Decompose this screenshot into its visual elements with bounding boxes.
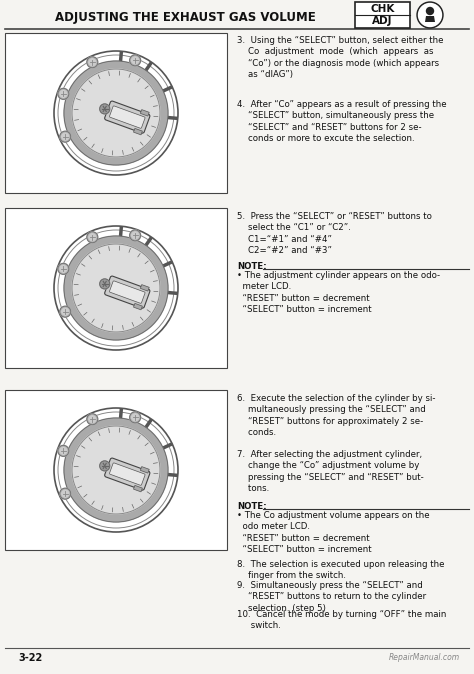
Bar (140, 466, 149, 473)
FancyBboxPatch shape (109, 106, 145, 128)
Text: 8.  The selection is executed upon releasing the
    finger from the switch.: 8. The selection is executed upon releas… (237, 560, 445, 580)
Bar (5, 208, 227, 368)
Circle shape (58, 88, 69, 99)
Text: • The Co adjustment volume appears on the
  odo meter LCD.
  “RESET” button = de: • The Co adjustment volume appears on th… (237, 511, 429, 554)
Circle shape (72, 244, 160, 332)
FancyBboxPatch shape (105, 276, 150, 308)
Bar (5, 390, 227, 550)
Bar (5, 33, 227, 193)
Text: ADJUSTING THE EXHAUST GAS VOLUME: ADJUSTING THE EXHAUST GAS VOLUME (55, 11, 315, 24)
Circle shape (130, 55, 141, 66)
Circle shape (60, 488, 71, 499)
Circle shape (87, 57, 98, 68)
Text: NOTE:: NOTE: (237, 502, 266, 511)
Circle shape (89, 234, 96, 241)
Circle shape (87, 414, 98, 425)
Circle shape (60, 306, 71, 317)
Bar (134, 485, 142, 492)
Text: 3.  Using the “SELECT” button, select either the
    Co  adjustment  mode  (whic: 3. Using the “SELECT” button, select eit… (237, 36, 444, 80)
Circle shape (417, 2, 443, 28)
Text: 3-22: 3-22 (18, 653, 42, 663)
Circle shape (72, 69, 160, 157)
Circle shape (130, 230, 141, 241)
Circle shape (60, 266, 67, 272)
Text: CHK: CHK (370, 3, 395, 13)
Polygon shape (425, 16, 435, 22)
Bar (140, 284, 149, 291)
Text: 4.  After “Co” appears as a result of pressing the
    “SELECT” button, simultan: 4. After “Co” appears as a result of pre… (237, 100, 447, 144)
Circle shape (72, 426, 160, 514)
Circle shape (132, 57, 139, 64)
Bar (134, 303, 142, 310)
FancyBboxPatch shape (105, 458, 150, 490)
FancyBboxPatch shape (109, 463, 145, 485)
Circle shape (58, 446, 69, 456)
Circle shape (64, 418, 168, 522)
Circle shape (62, 490, 69, 497)
Circle shape (58, 264, 69, 274)
Text: NOTE:: NOTE: (237, 262, 266, 271)
Circle shape (62, 308, 69, 315)
Circle shape (60, 448, 67, 454)
Bar (140, 110, 149, 116)
Circle shape (100, 279, 109, 289)
Circle shape (132, 232, 139, 239)
Circle shape (89, 416, 96, 423)
Circle shape (427, 7, 434, 15)
Circle shape (64, 236, 168, 340)
Text: 5.  Press the “SELECT” or “RESET” buttons to
    select the “C1” or “C2”.
    C1: 5. Press the “SELECT” or “RESET” buttons… (237, 212, 432, 255)
Text: ADJ: ADJ (372, 16, 393, 26)
Text: • The adjustment cylinder appears on the odo-
  meter LCD.
  “RESET” button = de: • The adjustment cylinder appears on the… (237, 271, 440, 314)
Text: 6.  Execute the selection of the cylinder by si-
    multaneously pressing the “: 6. Execute the selection of the cylinder… (237, 394, 436, 437)
Circle shape (89, 59, 96, 66)
FancyBboxPatch shape (109, 281, 145, 303)
Circle shape (100, 461, 109, 471)
FancyBboxPatch shape (105, 101, 150, 133)
Circle shape (100, 104, 109, 114)
Circle shape (62, 133, 69, 140)
Circle shape (60, 90, 67, 97)
Text: 9.  Simultaneously press the “SELECT” and
    “RESET” buttons to return to the c: 9. Simultaneously press the “SELECT” and… (237, 581, 426, 613)
Text: 10.  Cancel the mode by turning “OFF” the main
     switch.: 10. Cancel the mode by turning “OFF” the… (237, 610, 447, 630)
Circle shape (419, 3, 441, 26)
Text: RepairManual.com: RepairManual.com (389, 654, 460, 663)
Text: 7.  After selecting the adjustment cylinder,
    change the “Co” adjustment volu: 7. After selecting the adjustment cylind… (237, 450, 424, 493)
Circle shape (87, 232, 98, 243)
Circle shape (132, 414, 139, 421)
Bar (355, 2, 410, 28)
Circle shape (130, 412, 141, 423)
Circle shape (64, 61, 168, 165)
Circle shape (60, 131, 71, 142)
Bar (134, 128, 142, 135)
